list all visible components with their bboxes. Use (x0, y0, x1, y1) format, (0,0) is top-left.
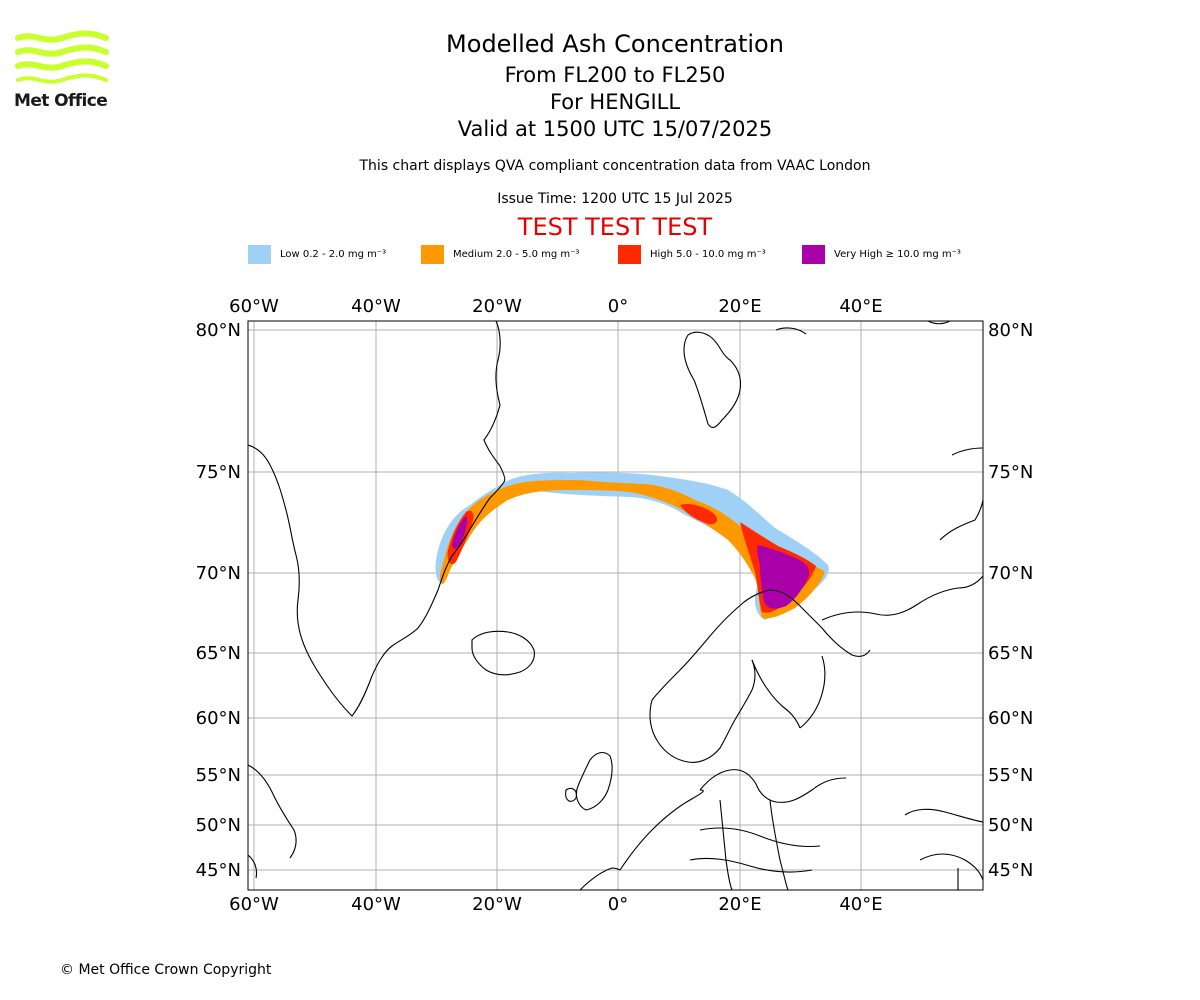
copyright-notice: © Met Office Crown Copyright (60, 962, 272, 978)
lon-label: 40°E (839, 296, 882, 317)
lon-label: 40°W (351, 296, 401, 317)
flight-level-range: From FL200 to FL250 (504, 63, 726, 87)
lon-label: 20°W (472, 894, 522, 915)
legend-item-high: High 5.0 - 10.0 mg m⁻³ (618, 244, 766, 264)
lon-label: 20°W (472, 296, 522, 317)
europe-coast (699, 769, 847, 803)
legend-swatch-low (248, 244, 271, 264)
legend-swatch-high (618, 244, 641, 264)
valid-time: Valid at 1500 UTC 15/07/2025 (457, 117, 773, 141)
scandinavia-coast (651, 589, 871, 701)
met-office-logo-icon (15, 30, 109, 84)
lon-label: 0° (608, 296, 628, 317)
lon-label: 60°W (229, 296, 279, 317)
lat-label: 45°N (196, 860, 241, 881)
legend-label-high: High 5.0 - 10.0 mg m⁻³ (650, 248, 766, 260)
issue-time: Issue Time: 1200 UTC 15 Jul 2025 (497, 191, 733, 207)
lon-label: 20°E (718, 894, 761, 915)
legend-label-medium: Medium 2.0 - 5.0 mg m⁻³ (453, 248, 580, 260)
longitude-labels-bottom: 60°W 40°W 20°W 0° 20°E 40°E (229, 894, 882, 915)
legend-item-low: Low 0.2 - 2.0 mg m⁻³ (248, 244, 386, 264)
lat-label: 65°N (988, 643, 1033, 664)
lat-label: 60°N (988, 708, 1033, 729)
lon-label: 60°W (229, 894, 279, 915)
lat-label: 55°N (196, 765, 241, 786)
lat-label: 50°N (988, 815, 1033, 836)
legend-item-very-high: Very High ≥ 10.0 mg m⁻³ (802, 244, 961, 264)
ash-very-high-region (452, 516, 810, 609)
legend-label-low: Low 0.2 - 2.0 mg m⁻³ (280, 248, 387, 260)
lat-label: 45°N (988, 860, 1033, 881)
lat-label: 80°N (988, 320, 1033, 341)
coastlines (248, 321, 983, 890)
lat-label: 60°N (196, 708, 241, 729)
greenland-coast (248, 444, 505, 717)
ash-low-region (435, 472, 829, 620)
lat-label: 70°N (196, 563, 241, 584)
lat-label: 75°N (988, 462, 1033, 483)
legend-swatch-very-high (802, 244, 825, 264)
lon-label: 40°W (351, 894, 401, 915)
latitude-labels-right: 80°N 75°N 70°N 65°N 60°N 55°N 50°N 45°N (988, 320, 1033, 881)
lat-label: 65°N (196, 643, 241, 664)
svalbard-coast (683, 331, 742, 429)
lat-label: 55°N (988, 765, 1033, 786)
lat-label: 75°N (196, 462, 241, 483)
logo-text: Met Office (14, 91, 108, 111)
ash-cloud (435, 472, 829, 620)
map-frame (247, 320, 984, 891)
lon-label: 40°E (839, 894, 882, 915)
test-banner: TEST TEST TEST (517, 213, 713, 241)
lon-label: 0° (608, 894, 628, 915)
lat-label: 70°N (988, 563, 1033, 584)
latitude-labels-left: 80°N 75°N 70°N 65°N 60°N 55°N 50°N 45°N (196, 320, 241, 881)
lon-label: 20°E (718, 296, 761, 317)
lat-label: 50°N (196, 815, 241, 836)
chart-description: This chart displays QVA compliant concen… (359, 158, 871, 174)
uk-coast (575, 751, 613, 811)
chart-title: Modelled Ash Concentration (446, 30, 784, 58)
volcano-name: For HENGILL (549, 90, 681, 114)
legend-item-medium: Medium 2.0 - 5.0 mg m⁻³ (421, 244, 579, 264)
longitude-labels-top: 60°W 40°W 20°W 0° 20°E 40°E (229, 296, 882, 317)
iceland-coast (471, 630, 535, 676)
lat-label: 80°N (196, 320, 241, 341)
map-gridlines (248, 321, 983, 890)
legend-swatch-medium (421, 244, 444, 264)
legend-label-very-high: Very High ≥ 10.0 mg m⁻³ (834, 248, 961, 260)
